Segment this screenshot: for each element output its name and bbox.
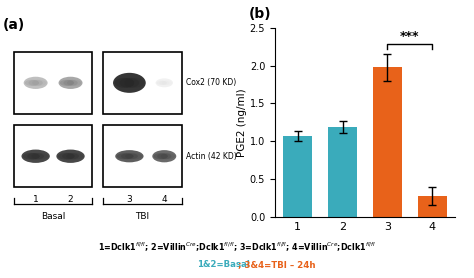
Bar	[14, 52, 92, 114]
Text: 1&2=Basal: 1&2=Basal	[197, 260, 249, 269]
Bar	[103, 52, 182, 114]
Ellipse shape	[121, 153, 138, 159]
Ellipse shape	[56, 150, 85, 163]
Bar	[103, 125, 182, 187]
Ellipse shape	[58, 77, 82, 89]
Ellipse shape	[125, 78, 144, 88]
Text: TBI: TBI	[136, 212, 149, 221]
Ellipse shape	[115, 150, 144, 162]
Ellipse shape	[66, 153, 83, 160]
Ellipse shape	[31, 153, 48, 160]
Bar	[373, 67, 402, 217]
Text: (b): (b)	[249, 7, 272, 21]
Ellipse shape	[21, 150, 50, 163]
Text: 3: 3	[127, 195, 132, 204]
Ellipse shape	[115, 78, 134, 88]
Ellipse shape	[155, 78, 173, 87]
Ellipse shape	[113, 73, 146, 93]
Text: 4: 4	[162, 195, 167, 204]
Text: Actin (42 KD): Actin (42 KD)	[186, 152, 237, 161]
Text: 1=Dclk1$^{fl/fl}$; 2=Villin$^{Cre}$;Dclk1$^{fl/fl}$; 3=Dclk1$^{fl/fl}$; 4=Villin: 1=Dclk1$^{fl/fl}$; 2=Villin$^{Cre}$;Dclk…	[98, 240, 376, 254]
Ellipse shape	[157, 153, 172, 159]
Text: Basal: Basal	[41, 212, 65, 221]
Bar	[14, 125, 92, 187]
Ellipse shape	[24, 77, 47, 89]
Ellipse shape	[62, 153, 79, 160]
Ellipse shape	[154, 153, 168, 159]
Ellipse shape	[25, 80, 39, 86]
Text: ; 3&4=TBI – 24h: ; 3&4=TBI – 24h	[238, 260, 316, 269]
Ellipse shape	[58, 153, 75, 160]
Y-axis label: PGE2 (ng/ml): PGE2 (ng/ml)	[237, 88, 247, 157]
Ellipse shape	[64, 80, 78, 86]
Text: Cox2 (70 KD): Cox2 (70 KD)	[186, 78, 237, 87]
Bar	[283, 136, 312, 217]
Text: (a): (a)	[3, 18, 25, 32]
Ellipse shape	[28, 80, 43, 86]
Ellipse shape	[125, 153, 142, 159]
Text: 1: 1	[33, 195, 38, 204]
Bar	[418, 196, 447, 217]
Ellipse shape	[117, 153, 134, 159]
Ellipse shape	[152, 150, 176, 162]
Ellipse shape	[27, 153, 44, 160]
Ellipse shape	[119, 78, 139, 88]
Ellipse shape	[23, 153, 40, 160]
Text: ***: ***	[400, 30, 419, 43]
Ellipse shape	[60, 80, 74, 86]
Text: 2: 2	[68, 195, 73, 204]
Bar	[328, 127, 357, 217]
Ellipse shape	[161, 153, 175, 159]
Ellipse shape	[67, 80, 82, 86]
